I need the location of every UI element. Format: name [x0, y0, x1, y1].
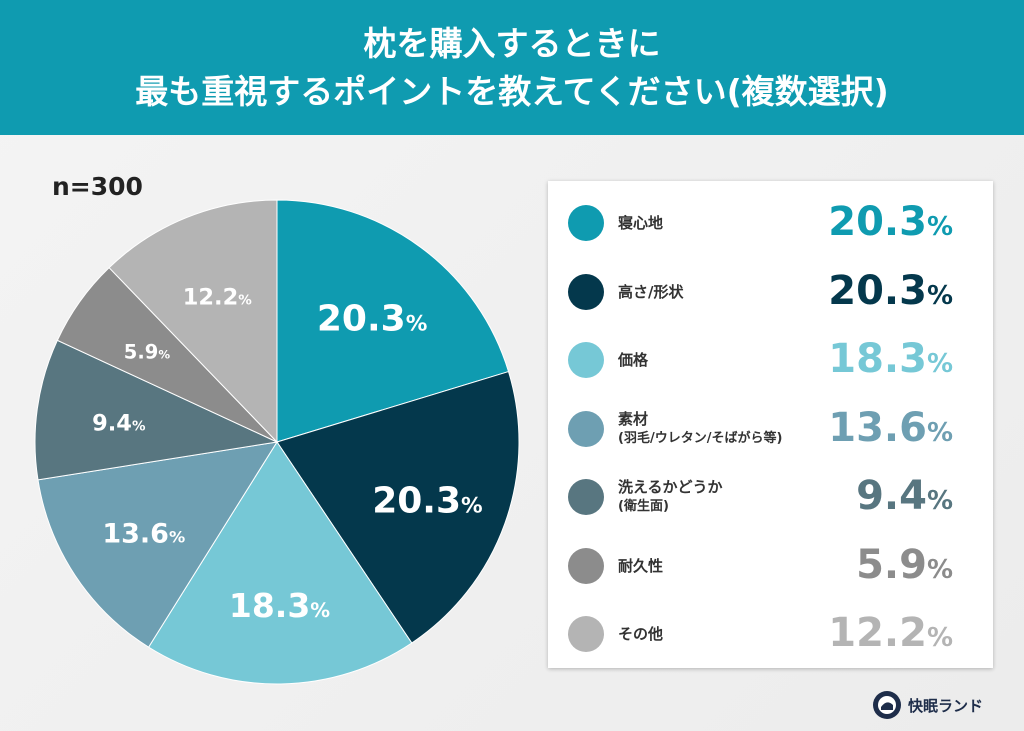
legend-label: 価格	[618, 351, 649, 369]
legend-item-price: 価格 18.3%	[548, 330, 993, 390]
legend-value: 20.3%	[828, 267, 953, 314]
legend-value: 13.6%	[828, 404, 953, 451]
legend: 寝心地 20.3% 高さ/形状 20.3% 価格 18.3% 素材 (羽毛/ウレタン/そばがら…	[548, 181, 993, 668]
legend-swatch	[568, 479, 604, 515]
legend-value: 20.3%	[828, 199, 953, 245]
legend-label: 寝心地	[618, 214, 664, 232]
legend-value: 18.3%	[828, 336, 953, 382]
legend-value: 5.9%	[856, 541, 953, 588]
legend-item-durability: 耐久性 5.9%	[548, 536, 993, 596]
legend-item-washable: 洗えるかどうか (衛生面) 9.4%	[548, 467, 993, 527]
legend-label: 素材 (羽毛/ウレタン/そばがら等)	[618, 409, 783, 446]
legend-swatch	[568, 342, 604, 378]
title-line-2: 最も重視するポイントを教えてください(複数選択)	[135, 72, 889, 111]
pie-slice-price	[147, 441, 413, 685]
legend-swatch	[568, 205, 604, 241]
pie-slice-washable	[34, 339, 279, 481]
legend-label: 高さ/形状	[618, 282, 684, 301]
legend-label: 洗えるかどうか (衛生面)	[618, 478, 723, 514]
legend-swatch	[568, 410, 604, 447]
legend-value: 9.4%	[856, 473, 953, 519]
pie-slice-material	[37, 441, 279, 648]
legend-label: その他	[618, 625, 664, 643]
pie-slice-height-shape	[276, 370, 520, 644]
legend-swatch	[568, 273, 604, 310]
legend-swatch	[568, 616, 604, 652]
pie-slice-sleep-comfort	[276, 199, 510, 443]
title-line-1: 枕を購入するときに	[363, 24, 661, 63]
brand-name: 快眠ランド	[908, 696, 984, 715]
legend-item-sleep-comfort: 寝心地 20.3%	[548, 193, 993, 253]
brand-emblem-icon	[873, 691, 901, 719]
legend-item-material: 素材 (羽毛/ウレタン/そばがら等) 13.6%	[548, 399, 993, 459]
legend-item-height-shape: 高さ/形状 20.3%	[548, 262, 993, 322]
chart-title: 枕を購入するときに 最も重視するポイントを教えてください(複数選択)	[0, 0, 1024, 135]
brand-logo: 快眠ランド	[872, 690, 983, 720]
legend-item-other: その他 12.2%	[548, 604, 993, 664]
pie-label-washable: 9.4%	[92, 410, 146, 436]
pie-chart: 20.3%20.3%18.3%13.6%9.4%5.9%12.2%	[34, 199, 520, 685]
legend-swatch	[568, 547, 604, 584]
pie-slice-other	[108, 199, 278, 444]
sample-size: n=300	[52, 172, 143, 201]
legend-value: 12.2%	[828, 610, 953, 656]
legend-label: 耐久性	[618, 556, 664, 575]
